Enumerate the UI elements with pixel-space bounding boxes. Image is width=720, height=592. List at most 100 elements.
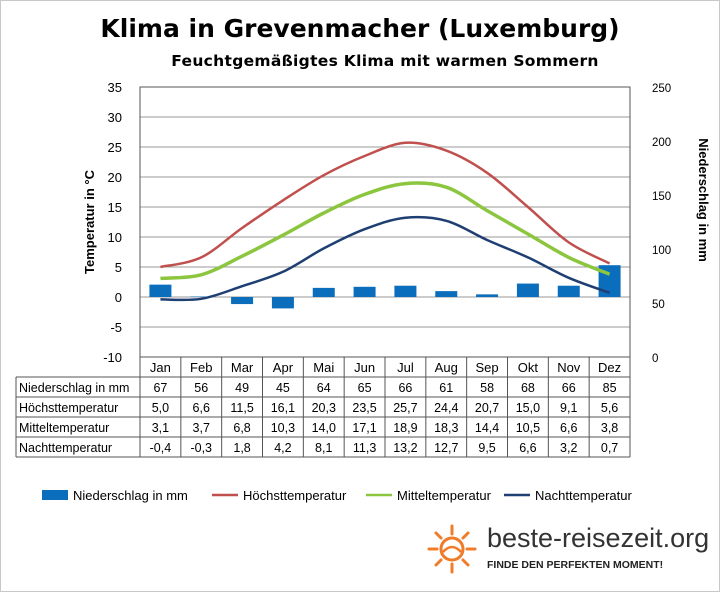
nachttemperatur-line bbox=[160, 215, 611, 302]
table-cell-value: 15,0 bbox=[516, 401, 540, 415]
precipitation-bar bbox=[312, 287, 335, 297]
x-category-label: Jun bbox=[354, 360, 375, 375]
table-cell-value: 6,6 bbox=[560, 421, 577, 435]
legend-label: Höchsttemperatur bbox=[243, 488, 347, 503]
y-left-tick-label: 25 bbox=[108, 140, 122, 155]
table-cell-value: 16,1 bbox=[271, 401, 295, 415]
table-cell-value: 5,0 bbox=[152, 401, 169, 415]
precipitation-bar bbox=[557, 285, 580, 297]
table-cell-value: 6,6 bbox=[193, 401, 210, 415]
x-category-label: Mar bbox=[231, 360, 254, 375]
table-cell-value: 13,2 bbox=[393, 441, 417, 455]
table-cell-value: 20,7 bbox=[475, 401, 499, 415]
table-cell-value: 9,5 bbox=[478, 441, 495, 455]
y-right-axis-title: Niederschlag in mm bbox=[696, 138, 711, 262]
climate-chart: 35302520151050-5-10250200150100500Temper… bbox=[15, 80, 711, 503]
table-cell-value: 66 bbox=[562, 381, 576, 395]
y-left-tick-label: 20 bbox=[108, 170, 122, 185]
table-row-label: Höchsttemperatur bbox=[19, 401, 118, 415]
table-cell-value: 24,4 bbox=[434, 401, 458, 415]
table-cell-value: 65 bbox=[358, 381, 372, 395]
sun-icon bbox=[427, 524, 477, 574]
table-cell-value: 64 bbox=[317, 381, 331, 395]
precipitation-bar bbox=[394, 285, 417, 297]
x-category-label: Jan bbox=[150, 360, 171, 375]
y-right-tick-label: 0 bbox=[652, 353, 658, 365]
brand-name[interactable]: beste-reisezeit.org bbox=[487, 523, 710, 553]
table-cell-value: 0,7 bbox=[601, 441, 618, 455]
x-category-label: Mai bbox=[313, 360, 334, 375]
table-cell-value: 17,1 bbox=[352, 421, 376, 435]
precipitation-bar bbox=[149, 284, 172, 297]
y-right-tick-label: 50 bbox=[652, 299, 665, 311]
table-cell-value: 14,4 bbox=[475, 421, 499, 435]
brand-tagline: FINDE DEN PERFEKTEN MOMENT! bbox=[487, 559, 664, 571]
table-cell-value: 18,9 bbox=[393, 421, 417, 435]
table-cell-value: 6,8 bbox=[233, 421, 250, 435]
table-cell-value: 66 bbox=[398, 381, 412, 395]
x-category-label: Feb bbox=[190, 360, 212, 375]
table-cell-value: 58 bbox=[480, 381, 494, 395]
table-cell-value: 68 bbox=[521, 381, 535, 395]
table-cell-value: 23,5 bbox=[352, 401, 376, 415]
table-cell-value: 45 bbox=[276, 381, 290, 395]
brand-logo-block[interactable]: beste-reisezeit.org FINDE DEN PERFEKTEN … bbox=[425, 520, 715, 580]
precipitation-bar bbox=[435, 291, 458, 297]
table-cell-value: -0,3 bbox=[190, 441, 212, 455]
y-left-tick-label: 15 bbox=[108, 200, 122, 215]
table-cell-value: 3,8 bbox=[601, 421, 618, 435]
x-category-label: Dez bbox=[598, 360, 621, 375]
precipitation-bar bbox=[271, 297, 294, 309]
table-cell-value: 85 bbox=[603, 381, 617, 395]
table-cell-value: 10,5 bbox=[516, 421, 540, 435]
precipitation-bar bbox=[516, 283, 539, 297]
table-row-label: Niederschlag in mm bbox=[19, 381, 129, 395]
y-left-tick-label: 0 bbox=[115, 290, 122, 305]
chart-title: Klima in Grevenmacher (Luxemburg) bbox=[100, 14, 620, 43]
table-cell-value: 3,2 bbox=[560, 441, 577, 455]
x-category-label: Apr bbox=[273, 360, 294, 375]
table-cell-value: 3,7 bbox=[193, 421, 210, 435]
legend-label: Mitteltemperatur bbox=[397, 488, 492, 503]
table-cell-value: 4,2 bbox=[274, 441, 291, 455]
table-row-label: Nachttemperatur bbox=[19, 441, 112, 455]
chart-subtitle: Feuchtgemäßigtes Klima mit warmen Sommer… bbox=[171, 52, 599, 70]
table-cell-value: 56 bbox=[194, 381, 208, 395]
table-cell-value: 67 bbox=[153, 381, 167, 395]
legend-swatch-precipitation bbox=[42, 490, 68, 500]
y-left-tick-label: 10 bbox=[108, 230, 122, 245]
y-left-axis-title: Temperatur in °C bbox=[82, 169, 97, 274]
table-cell-value: 8,1 bbox=[315, 441, 332, 455]
y-left-tick-label: 35 bbox=[108, 80, 122, 95]
table-cell-value: 3,1 bbox=[152, 421, 169, 435]
precipitation-bar bbox=[231, 297, 254, 305]
table-cell-value: 49 bbox=[235, 381, 249, 395]
table-cell-value: -0,4 bbox=[150, 441, 172, 455]
table-cell-value: 5,6 bbox=[601, 401, 618, 415]
table-cell-value: 14,0 bbox=[312, 421, 336, 435]
x-category-label: Okt bbox=[518, 360, 539, 375]
precipitation-bar bbox=[476, 294, 499, 297]
legend-label: Nachttemperatur bbox=[535, 488, 632, 503]
table-cell-value: 1,8 bbox=[233, 441, 250, 455]
y-right-tick-label: 100 bbox=[652, 245, 671, 257]
table-cell-value: 25,7 bbox=[393, 401, 417, 415]
table-row-label: Mitteltemperatur bbox=[19, 421, 109, 435]
mitteltemperatur-line bbox=[160, 181, 611, 281]
x-category-label: Aug bbox=[435, 360, 458, 375]
x-category-label: Jul bbox=[397, 360, 414, 375]
y-left-tick-label: -10 bbox=[103, 350, 122, 365]
y-left-tick-label: -5 bbox=[110, 320, 122, 335]
table-cell-value: 10,3 bbox=[271, 421, 295, 435]
h-chsttemperatur-line bbox=[160, 141, 611, 269]
y-left-tick-label: 30 bbox=[108, 110, 122, 125]
y-right-tick-label: 150 bbox=[652, 191, 671, 203]
x-category-label: Nov bbox=[557, 360, 581, 375]
x-category-label: Sep bbox=[476, 360, 499, 375]
y-right-tick-label: 200 bbox=[652, 137, 671, 149]
table-cell-value: 6,6 bbox=[519, 441, 536, 455]
table-cell-value: 11,5 bbox=[230, 401, 253, 415]
table-cell-value: 11,3 bbox=[353, 441, 376, 455]
legend-label: Niederschlag in mm bbox=[73, 488, 188, 503]
y-left-tick-label: 5 bbox=[115, 260, 122, 275]
